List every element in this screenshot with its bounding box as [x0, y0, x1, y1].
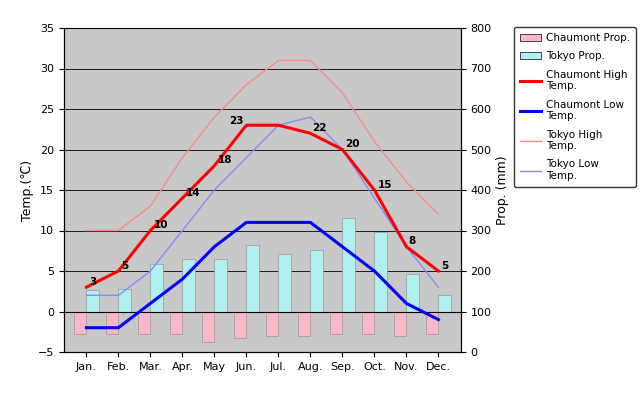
Bar: [150, 264, 163, 312]
Bar: [182, 259, 195, 312]
Bar: [298, 312, 310, 336]
Text: 14: 14: [186, 188, 200, 198]
Bar: [394, 312, 406, 336]
Bar: [202, 312, 214, 342]
Text: 3: 3: [90, 277, 97, 287]
Bar: [118, 289, 131, 312]
Bar: [342, 218, 355, 312]
Bar: [138, 312, 150, 334]
Bar: [246, 245, 259, 312]
Bar: [86, 290, 99, 312]
Bar: [330, 312, 342, 334]
Bar: [438, 295, 451, 312]
Bar: [214, 259, 227, 312]
Bar: [310, 250, 323, 312]
Text: 23: 23: [229, 116, 243, 126]
Text: 15: 15: [378, 180, 392, 190]
Y-axis label: Temp.(℃): Temp.(℃): [20, 160, 34, 220]
Text: 10: 10: [154, 220, 168, 230]
Bar: [266, 312, 278, 336]
Text: 5: 5: [442, 260, 449, 270]
Legend: Chaumont Prop., Tokyo Prop., Chaumont High
Temp., Chaumont Low
Temp., Tokyo High: Chaumont Prop., Tokyo Prop., Chaumont Hi…: [514, 27, 636, 187]
Bar: [74, 312, 86, 334]
Text: 8: 8: [408, 236, 415, 246]
Text: 22: 22: [312, 123, 326, 133]
Bar: [362, 312, 374, 334]
Bar: [426, 312, 438, 334]
Bar: [278, 254, 291, 312]
Y-axis label: Prop. (mm): Prop. (mm): [496, 155, 509, 225]
Text: 20: 20: [346, 139, 360, 149]
Bar: [406, 274, 419, 312]
Bar: [170, 312, 182, 334]
Bar: [106, 312, 118, 334]
Text: 5: 5: [122, 260, 129, 270]
Bar: [374, 232, 387, 312]
Text: 18: 18: [218, 155, 232, 165]
Bar: [234, 312, 246, 338]
